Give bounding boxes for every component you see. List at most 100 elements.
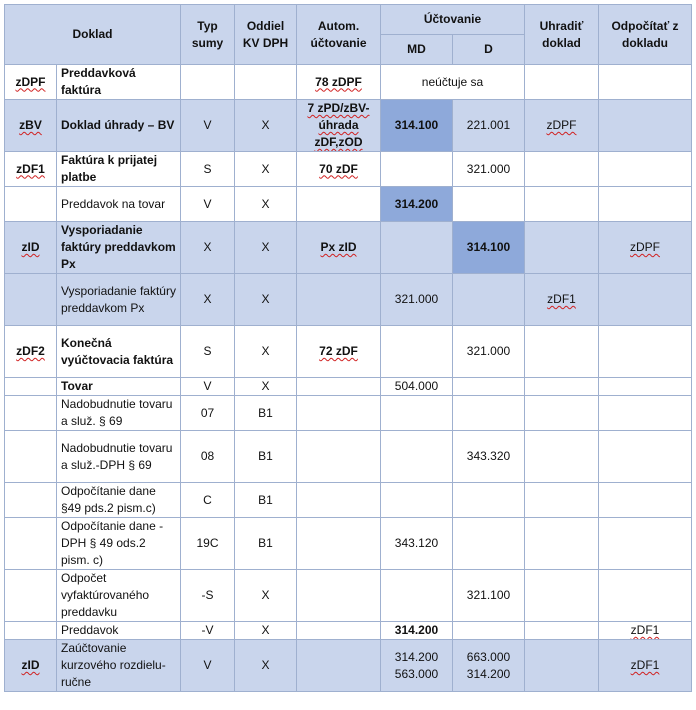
md-cell: [380, 482, 453, 518]
neuctuje-note: neúčtuje sa: [380, 64, 525, 100]
typ-sumy-cell: S: [180, 325, 235, 378]
typ-sumy-cell: -V: [180, 621, 235, 640]
table-row: Odpočítanie dane §49 pds.2 pism.c) C B1: [4, 482, 692, 518]
kv-dph-cell: [234, 64, 297, 100]
kv-dph-cell: X: [234, 186, 297, 222]
doc-name: Vysporiadanie faktúry preddavkom Px: [56, 273, 181, 326]
table-row: Vysporiadanie faktúry preddavkom Px X X 321…: [4, 273, 692, 326]
kv-dph-cell: X: [234, 99, 297, 152]
doc-code: zDF2: [4, 325, 57, 378]
autom-cell: [296, 395, 381, 431]
accounting-table: Doklad Typ sumy Oddiel KV DPH Autom. účt…: [4, 4, 692, 692]
kv-dph-cell: B1: [234, 430, 297, 483]
d-cell: 663.000 314.200: [452, 639, 525, 692]
doc-code: [4, 621, 57, 640]
kv-dph-cell: B1: [234, 482, 297, 518]
kv-dph-cell: X: [234, 621, 297, 640]
odpocitat-cell: [598, 64, 692, 100]
doc-code: [4, 186, 57, 222]
autom-cell: 72 zDF: [296, 325, 381, 378]
uhradit-cell: [524, 569, 599, 622]
doc-code: [4, 430, 57, 483]
autom-cell: 7 zPD/zBV-úhrada zDF,zOD: [296, 99, 381, 152]
odpocitat-cell: [598, 325, 692, 378]
doc-name: Zaúčtovanie kurzového rozdielu-ručne: [56, 639, 181, 692]
typ-sumy-cell: S: [180, 151, 235, 187]
odpocitat-cell: zDPF: [598, 221, 692, 274]
d-cell: 321.100: [452, 569, 525, 622]
odpocitat-cell: [598, 151, 692, 187]
typ-sumy-cell: X: [180, 273, 235, 326]
md-cell: [380, 395, 453, 431]
typ-sumy-cell: -S: [180, 569, 235, 622]
typ-sumy-cell: V: [180, 99, 235, 152]
kv-dph-cell: X: [234, 377, 297, 396]
doc-code: [4, 377, 57, 396]
header-md: MD: [380, 34, 453, 65]
table-row: zID Vysporiadanie faktúry preddavkom Px X X…: [4, 221, 692, 274]
md-cell: 314.200 563.000: [380, 639, 453, 692]
typ-sumy-cell: 08: [180, 430, 235, 483]
uhradit-cell: [524, 482, 599, 518]
md-cell: [380, 569, 453, 622]
doc-name: Preddavok na tovar: [56, 186, 181, 222]
kv-dph-cell: X: [234, 325, 297, 378]
doc-code: zBV: [4, 99, 57, 152]
uhradit-cell: zDF1: [524, 273, 599, 326]
typ-sumy-cell: V: [180, 639, 235, 692]
autom-cell: [296, 517, 381, 570]
kv-dph-cell: X: [234, 273, 297, 326]
table-row: zBV Doklad úhrady – BV V X 7 zPD/zBV-úhrada …: [4, 99, 692, 152]
doc-code: [4, 482, 57, 518]
d-cell: 321.000: [452, 151, 525, 187]
autom-cell: [296, 273, 381, 326]
typ-sumy-cell: V: [180, 377, 235, 396]
table-row: Odpočet vyfaktúrovaného preddavku -S X 321.…: [4, 569, 692, 622]
odpocitat-cell: [598, 482, 692, 518]
autom-cell: 78 zDPF: [296, 64, 381, 100]
table-row: Nadobudnutie tovaru a služ.-DPH § 69 08 B1…: [4, 430, 692, 483]
table-row: Tovar V X 504.000: [4, 377, 692, 396]
autom-cell: [296, 377, 381, 396]
header-uhradit-doklad: Uhradiť doklad: [524, 4, 599, 65]
d-cell: 321.000: [452, 325, 525, 378]
autom-cell: [296, 430, 381, 483]
uhradit-cell: [524, 621, 599, 640]
table-row: zDF2 Konečná vyúčtovacia faktúra S X 72 zDF 3…: [4, 325, 692, 378]
autom-cell: [296, 482, 381, 518]
doc-code: [4, 517, 57, 570]
d-cell: [452, 621, 525, 640]
odpocitat-cell: [598, 395, 692, 431]
typ-sumy-cell: 19C: [180, 517, 235, 570]
header-uctovanie: Účtovanie: [380, 4, 525, 35]
header-doklad: Doklad: [4, 4, 181, 65]
d-cell: 343.320: [452, 430, 525, 483]
doc-name: Odpočítanie dane -DPH § 49 ods.2 pism. c…: [56, 517, 181, 570]
doc-name: Doklad úhrady – BV: [56, 99, 181, 152]
header-oddiel-kv-dph: Oddiel KV DPH: [234, 4, 297, 65]
autom-cell: 70 zDF: [296, 151, 381, 187]
header-typ-sumy: Typ sumy: [180, 4, 235, 65]
doc-code: [4, 569, 57, 622]
uhradit-cell: [524, 151, 599, 187]
md-cell: 321.000: [380, 273, 453, 326]
odpocitat-cell: [598, 377, 692, 396]
uhradit-cell: [524, 430, 599, 483]
autom-cell: [296, 186, 381, 222]
d-cell: 221.001: [452, 99, 525, 152]
md-cell: [380, 221, 453, 274]
doc-code: zID: [4, 221, 57, 274]
doc-name: Faktúra k prijatej platbe: [56, 151, 181, 187]
table-row: Preddavok -V X 314.200 zDF1: [4, 621, 692, 640]
d-cell: [452, 186, 525, 222]
d-cell: 314.100: [452, 221, 525, 274]
doc-code: zDF1: [4, 151, 57, 187]
doc-name: Odpočítanie dane §49 pds.2 pism.c): [56, 482, 181, 518]
kv-dph-cell: X: [234, 639, 297, 692]
md-cell: [380, 325, 453, 378]
doc-code: [4, 273, 57, 326]
odpocitat-cell: [598, 569, 692, 622]
d-cell: [452, 395, 525, 431]
uhradit-cell: [524, 325, 599, 378]
odpocitat-cell: [598, 517, 692, 570]
